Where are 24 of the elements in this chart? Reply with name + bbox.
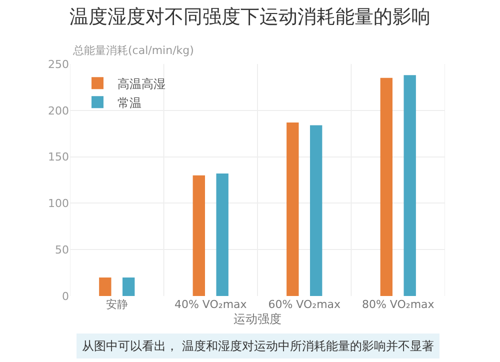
bar — [216, 174, 228, 296]
y-tick-label: 150 — [48, 150, 69, 164]
y-tick-label: 0 — [62, 290, 69, 303]
legend-label: 高温高湿 — [118, 76, 166, 91]
bar — [404, 75, 416, 296]
x-tick-label: 40% VO₂max — [174, 298, 248, 311]
x-tick-label: 80% VO₂max — [362, 298, 435, 311]
x-tick-label: 安静 — [106, 298, 128, 311]
y-tick-label: 50 — [55, 243, 69, 256]
bar — [122, 277, 135, 296]
bar — [380, 78, 392, 296]
text: 从图中可以看出， 温度和湿度对运动中所消耗能量的影响并不显著 — [82, 339, 434, 353]
x-axis-title: 运动强度 — [234, 312, 282, 326]
bar — [99, 277, 112, 296]
y-tick-label: 200 — [48, 104, 69, 118]
bar — [192, 175, 205, 296]
y-axis-title: 总能量消耗(cal/min/kg) — [72, 44, 194, 57]
x-tick-label: 60% VO₂max — [268, 298, 342, 311]
legend-label: 常温 — [118, 96, 142, 110]
bar — [310, 125, 322, 296]
y-tick-label: 250 — [48, 58, 69, 71]
bar — [286, 122, 299, 296]
y-tick-label: 100 — [48, 197, 69, 210]
chart-title: 温度湿度对不同强度下运动消耗能量的影响 — [70, 6, 430, 28]
